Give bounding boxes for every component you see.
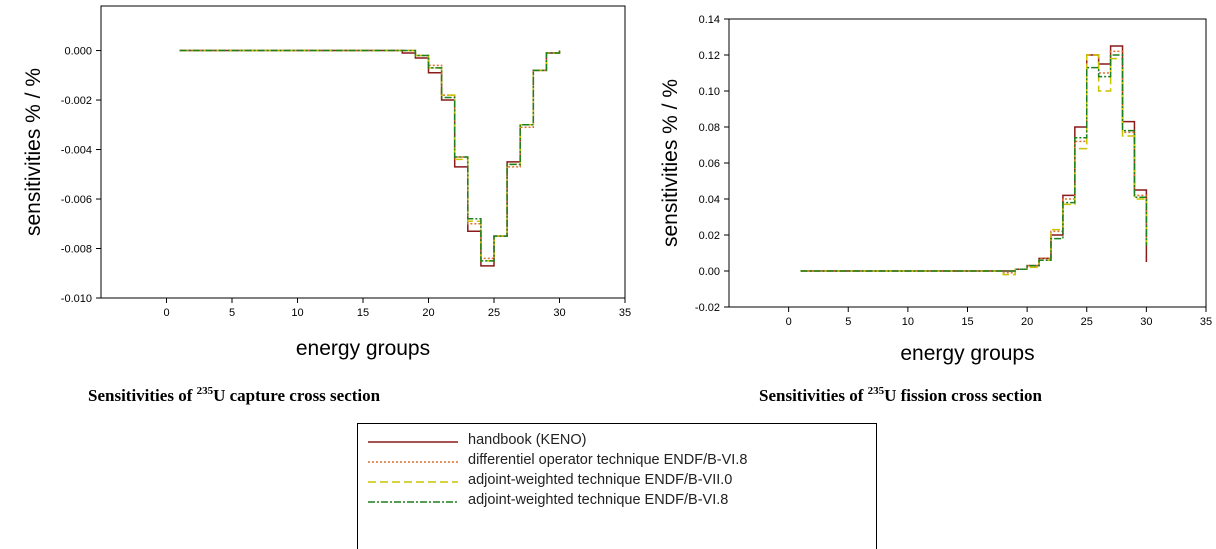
caption-fission-suffix: U fission cross section	[884, 386, 1042, 405]
fission-ytick-label: 0.06	[699, 158, 720, 170]
legend-swatch-adjoint-vii0	[368, 481, 458, 483]
legend-item-adjoint-vii0: adjoint-weighted technique ENDF/B-VII.0	[368, 472, 868, 492]
caption-capture-prefix: Sensitivities of	[88, 386, 197, 405]
capture-series-adjoint_vi8	[179, 49, 561, 262]
capture-series-adjoint_vii0	[179, 49, 561, 262]
capture-x-axis-label: energy groups	[296, 337, 430, 360]
capture-xtick-label: 35	[619, 307, 631, 319]
capture-ytick-label: -0.010	[61, 293, 92, 305]
fission-series-adjoint_vii0	[800, 54, 1148, 276]
capture-chart: 0 5 10 15 20 25 30 35 -0.010 -0.008 -0.006 -0.004 -0…	[22, 5, 631, 360]
fission-series-differentiel	[800, 50, 1148, 274]
fission-ytick-label: 0.00	[699, 266, 720, 278]
caption-fission-sup: 235	[867, 385, 885, 397]
legend-label-adjoint-vi8: adjoint-weighted technique ENDF/B-VI.8	[468, 492, 729, 508]
fission-ytick-label: -0.02	[695, 302, 720, 314]
fission-xtick-label: 35	[1200, 316, 1212, 328]
fission-xtick-label: 10	[902, 316, 914, 328]
legend-swatch-handbook	[368, 441, 458, 443]
fission-ytick-label: 0.08	[699, 122, 720, 134]
fission-x-axis-label: energy groups	[900, 342, 1034, 365]
capture-xtick-label: 20	[422, 307, 434, 319]
legend-item-differentiel: differentiel operator technique ENDF/B-V…	[368, 452, 868, 472]
fission-xtick-label: 30	[1140, 316, 1152, 328]
fission-xtick-label: 0	[786, 316, 792, 328]
fission-y-axis-label: sensitivities % / %	[659, 79, 682, 247]
capture-y-axis-label: sensitivities % / %	[22, 68, 45, 236]
fission-xtick-label: 15	[961, 316, 973, 328]
fission-ytick-label: 0.10	[699, 86, 720, 98]
capture-xtick-label: 10	[291, 307, 303, 319]
capture-xtick-label: 25	[488, 307, 500, 319]
legend-label-adjoint-vii0: adjoint-weighted technique ENDF/B-VII.0	[468, 472, 733, 488]
legend-swatch-adjoint-vi8	[368, 501, 458, 503]
capture-series-differentiel	[179, 49, 561, 260]
fission-ytick-label: 0.04	[699, 194, 720, 206]
fission-series-handbook	[800, 45, 1148, 272]
capture-ytick-label: 0.000	[64, 46, 92, 58]
fission-ytick-label: 0.14	[699, 14, 720, 26]
fission-chart: 0 5 10 15 20 25 30 35 -0.02 0.00 0.02 0.04 0.06 0.08 0…	[659, 14, 1212, 365]
legend: handbook (KENO) differentiel operator te…	[357, 423, 877, 549]
legend-item-handbook: handbook (KENO)	[368, 432, 868, 452]
capture-xtick-label: 15	[357, 307, 369, 319]
caption-capture-sup: 235	[196, 385, 214, 397]
capture-xtick-label: 30	[553, 307, 565, 319]
caption-capture: Sensitivities of 235U capture cross sect…	[88, 385, 380, 406]
capture-xtick-label: 0	[163, 307, 169, 319]
legend-item-adjoint-vi8: adjoint-weighted technique ENDF/B-VI.8	[368, 492, 868, 512]
caption-fission: Sensitivities of 235U fission cross sect…	[759, 385, 1042, 406]
fission-xtick-label: 25	[1081, 316, 1093, 328]
legend-label-handbook: handbook (KENO)	[468, 432, 587, 448]
capture-ytick-label: -0.008	[61, 244, 92, 256]
capture-ytick-label: -0.002	[61, 95, 92, 107]
capture-xtick-label: 5	[229, 307, 235, 319]
legend-swatch-differentiel	[368, 461, 458, 463]
caption-capture-suffix: U capture cross section	[213, 386, 381, 405]
fission-xtick-label: 20	[1021, 316, 1033, 328]
legend-label-differentiel: differentiel operator technique ENDF/B-V…	[468, 452, 748, 468]
capture-series-handbook	[179, 49, 561, 267]
capture-ytick-label: -0.006	[61, 194, 92, 206]
fission-ytick-label: 0.12	[699, 50, 720, 62]
fission-xtick-label: 5	[845, 316, 851, 328]
caption-fission-prefix: Sensitivities of	[759, 386, 868, 405]
fission-series-adjoint_vi8	[800, 54, 1148, 272]
capture-ytick-label: -0.004	[61, 145, 92, 157]
fission-ytick-label: 0.02	[699, 230, 720, 242]
